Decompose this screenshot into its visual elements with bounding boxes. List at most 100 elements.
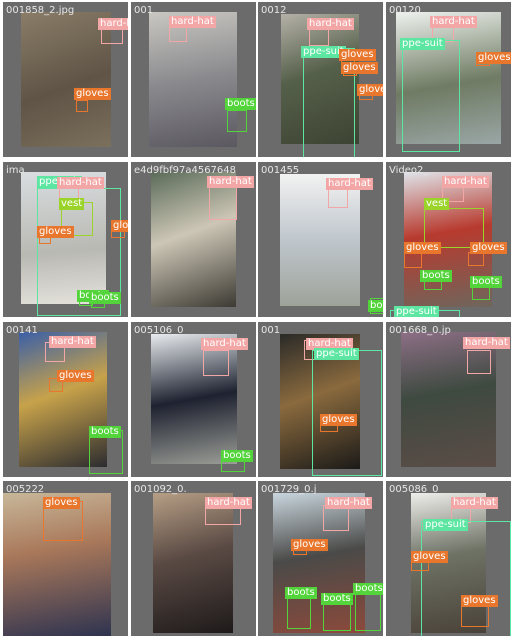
tile-photo [149,12,237,147]
tile-photo [21,12,111,147]
label-gloves: gloves [74,88,111,100]
label-boots: boots [321,593,353,605]
bbox-hard-hat [467,350,491,374]
label-hard-hat: hard-hat [306,338,353,350]
image-tile: e4d9fbf97a4567648 hard-hat [131,162,256,317]
bbox-vest [424,208,484,248]
label-gloves: gloves [470,242,507,254]
tile-photo [153,493,233,633]
label-ppe-suit: ppe-suit [314,348,359,360]
tile-photo [281,14,359,144]
tile-filename: 001455 [261,165,300,176]
label-vest: vest [424,198,450,210]
tile-filename: ima [6,165,25,176]
tile-filename: 005222 [6,484,45,495]
label-gloves: gloves [320,414,357,426]
tile-photo [280,174,360,306]
label-hard-hat: hard-hat [326,178,373,190]
tile-filename: Video2_ [389,165,429,176]
label-gloves: gloves [476,52,511,64]
label-boots: boots [89,426,121,438]
label-gloves: gloves [404,242,441,254]
label-hard-hat: hard-hat [451,497,498,509]
label-hard-hat: hard-hat [169,16,216,28]
tile-filename: 005086_0 [389,484,439,495]
label-hard-hat: hard-hat [201,338,248,350]
label-vest: vest [59,198,85,210]
bbox-boots [227,110,247,132]
image-tile: 001455 hard-hat boots [258,162,383,317]
label-ppe-suit: ppe-suit [394,306,439,317]
label-hard-hat: hard-hat [430,16,477,28]
tile-filename: 001092_0. [134,484,187,495]
label-boots: boots [89,292,121,304]
tile-photo [396,12,501,144]
image-tile: 00141 hard-hat gloves boots [3,322,128,477]
image-tile: 001 hard-hat boots [131,2,256,157]
tile-filename: 00120 [389,5,421,16]
image-tile: Video2_ hard-hat vest gloves gloves boots boot… [386,162,511,317]
image-tile: 001 hard-hat ppe-suit gloves [258,322,383,477]
label-gloves: gloves [357,84,383,96]
image-tile: 001668_0.jp hard-hat [386,322,511,477]
tile-photo [273,493,365,633]
bbox-hard-hat [209,186,237,220]
image-tile: 00120 hard-hat ppe-suit gloves [386,2,511,157]
tile-filename: 005106_0 [134,325,184,336]
label-boots: boots [353,583,383,595]
image-tile: 001858_2.jpg hard-hat gloves [3,2,128,157]
label-hard-hat: hard-hat [205,497,252,509]
label-hard-hat: hard-hat [442,176,489,188]
image-tile: 005222 gloves [3,481,128,636]
tile-photo [3,493,111,636]
label-gloves: gloves [111,220,128,232]
bbox-gloves [404,252,422,268]
label-ppe-suit: ppe-suit [400,38,445,50]
bbox-ppe-suit [312,350,382,476]
bbox-gloves [49,378,63,392]
label-boots: boots [420,270,452,282]
label-gloves: gloves [37,226,74,238]
tile-photo [19,332,107,467]
bbox-hard-hat [203,350,229,376]
tile-photo [411,493,486,633]
label-boots: boots [470,276,502,288]
tile-filename: 001668_0.jp [389,325,451,336]
image-tile: imappe-suithard-hatvestglovesglovesboots… [3,162,128,317]
image-tile: 005086_0 hard-hat ppe-suit gloves gloves [386,481,511,636]
bbox-hard-hat [328,188,348,208]
label-hard-hat: hard-hat [325,497,372,509]
label-gloves: gloves [339,49,376,61]
label-hard-hat: hard-hat [207,176,254,188]
image-tile: 001729_0.j hard-hat gloves boots boots boots [258,481,383,636]
label-gloves: gloves [461,595,498,607]
tile-filename: 001729_0.j [261,484,317,495]
label-gloves: gloves [341,62,378,74]
label-hard-hat: hard-hat [57,177,104,189]
label-gloves: gloves [57,370,94,382]
label-gloves: gloves [411,551,448,563]
label-boots: boots [225,98,256,110]
tile-filename: e4d9fbf97a4567648 [134,165,237,176]
tile-filename: 0012 [261,5,287,16]
label-ppe-suit: ppe-suit [423,519,468,531]
tile-photo [21,172,106,304]
tile-photo [401,332,496,467]
label-gloves: gloves [291,539,328,551]
label-hard-hat: hard-hat [98,18,128,30]
label-hard-hat: hard-hat [307,18,354,30]
bbox-gloves [76,100,88,112]
label-boots: boots [368,300,383,312]
bbox-gloves [468,252,484,266]
label-hard-hat: hard-hat [463,337,510,349]
tile-filename: 001858_2.jpg [6,5,75,16]
image-tile: 001092_0. hard-hat [131,481,256,636]
tile-filename: 00141 [6,325,38,336]
image-tile: 005106_0 hard-hat boots [131,322,256,477]
label-ppe-suit: ppe-suit [301,46,346,58]
label-gloves: gloves [43,497,80,509]
tile-filename: 001 [261,325,281,336]
tile-photo [151,334,237,464]
label-boots: boots [221,450,253,462]
